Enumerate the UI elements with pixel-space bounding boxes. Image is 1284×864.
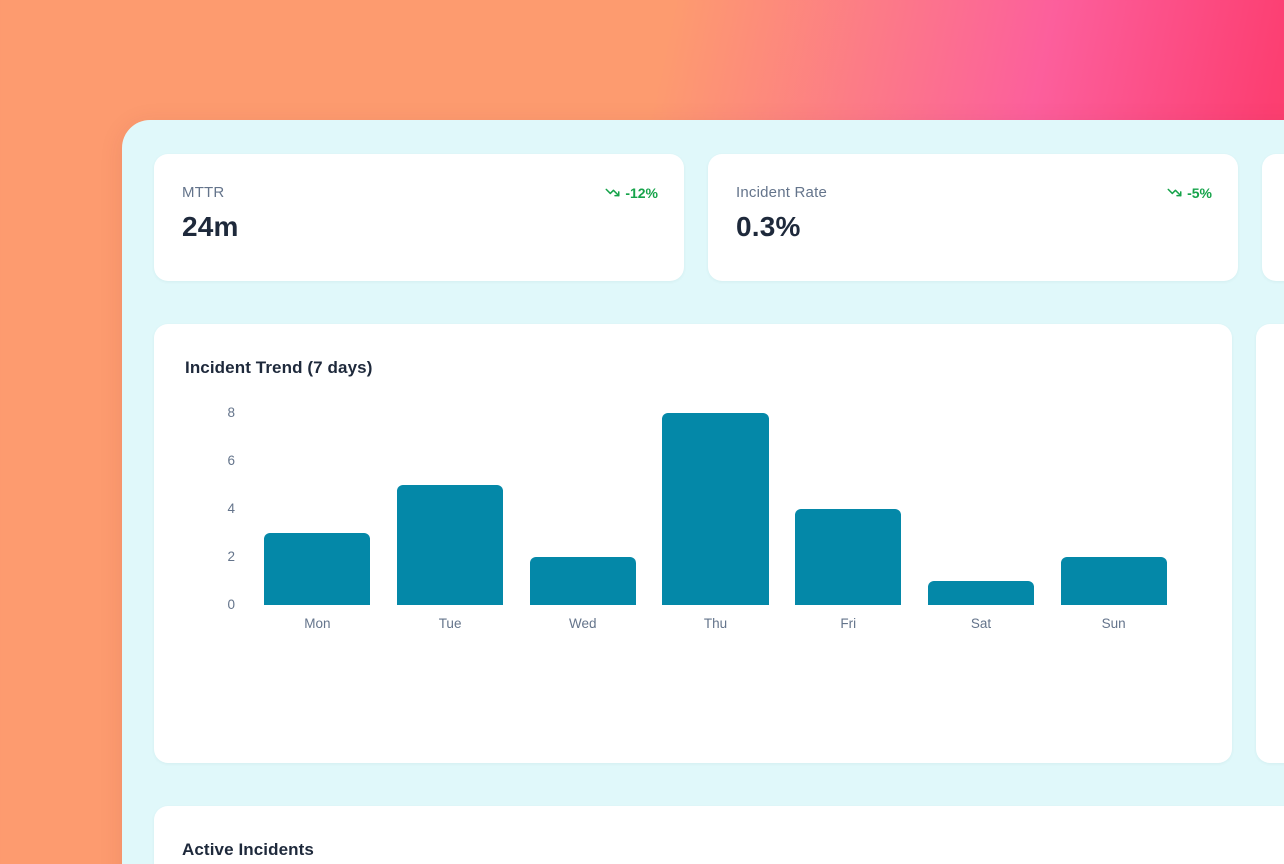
x-axis-label: Tue (438, 616, 462, 631)
x-axis-label: Fri (840, 616, 857, 631)
y-tick-label: 8 (227, 405, 235, 420)
dashboard-panel: MTTR -12% 24m Incident Ra (122, 120, 1284, 864)
y-tick-label: 6 (227, 453, 235, 468)
incident-trend-card: Incident Trend (7 days) 0 2 4 6 8 Mon Tue Wed T… (154, 324, 1232, 763)
bar-plot (251, 413, 1180, 605)
bar-sat (927, 581, 1035, 605)
active-incidents-card: Active Incidents (154, 806, 1284, 864)
stat-label: Incident Rate (736, 184, 827, 201)
x-axis: Mon Tue Wed Thu Fri Sat Sun (251, 616, 1180, 631)
y-axis: 0 2 4 6 8 (185, 405, 235, 612)
stat-card-mttr: MTTR -12% 24m (154, 154, 684, 281)
dashboard-content: MTTR -12% 24m Incident Ra (154, 154, 1284, 864)
stat-trend-value: -12% (625, 184, 658, 201)
bar-slot (915, 413, 1048, 605)
stats-row: MTTR -12% 24m Incident Ra (154, 154, 1284, 281)
bar-fri (795, 509, 902, 605)
stat-card-incident-rate: Incident Rate -5% 0.3% (708, 154, 1238, 281)
bar-sun (1060, 557, 1167, 605)
bar-slot (384, 413, 517, 605)
bar-thu (662, 413, 769, 605)
chart-row: Incident Trend (7 days) 0 2 4 6 8 Mon Tue Wed T… (154, 324, 1284, 763)
stat-label: MTTR (182, 184, 225, 201)
side-card-cropped (1256, 324, 1284, 763)
bar-slot (251, 413, 384, 605)
stat-trend: -5% (1167, 185, 1212, 201)
trending-down-icon (1167, 185, 1182, 200)
stat-value: 24m (182, 211, 239, 242)
bar-slot (516, 413, 649, 605)
bar-tue (396, 485, 504, 605)
stat-card-header: Incident Rate -5% (736, 184, 1212, 201)
bar-wed (529, 557, 636, 605)
trending-down-icon (605, 185, 620, 200)
stat-trend: -12% (605, 185, 658, 201)
x-axis-label: Sat (970, 616, 992, 631)
bar-slot (782, 413, 915, 605)
bar-mon (264, 533, 371, 605)
chart-title: Incident Trend (7 days) (185, 358, 373, 377)
bar-slot (649, 413, 782, 605)
x-axis-label: Mon (304, 616, 331, 631)
stat-value: 0.3% (736, 211, 801, 242)
x-axis-label: Sun (1101, 616, 1126, 631)
stat-card-header: MTTR -12% (182, 184, 658, 201)
bar-slot (1047, 413, 1180, 605)
y-tick-label: 0 (227, 597, 235, 612)
x-axis-label: Wed (569, 616, 597, 631)
stat-trend-value: -5% (1187, 184, 1212, 201)
y-tick-label: 4 (227, 501, 235, 516)
stat-card-cropped (1262, 154, 1284, 281)
active-incidents-title: Active Incidents (182, 840, 314, 859)
x-axis-label: Thu (703, 616, 728, 631)
bar-chart: 0 2 4 6 8 Mon Tue Wed Thu Fri Sat Sun (185, 405, 1204, 631)
y-tick-label: 2 (227, 549, 235, 564)
incidents-row: Active Incidents (154, 806, 1284, 864)
